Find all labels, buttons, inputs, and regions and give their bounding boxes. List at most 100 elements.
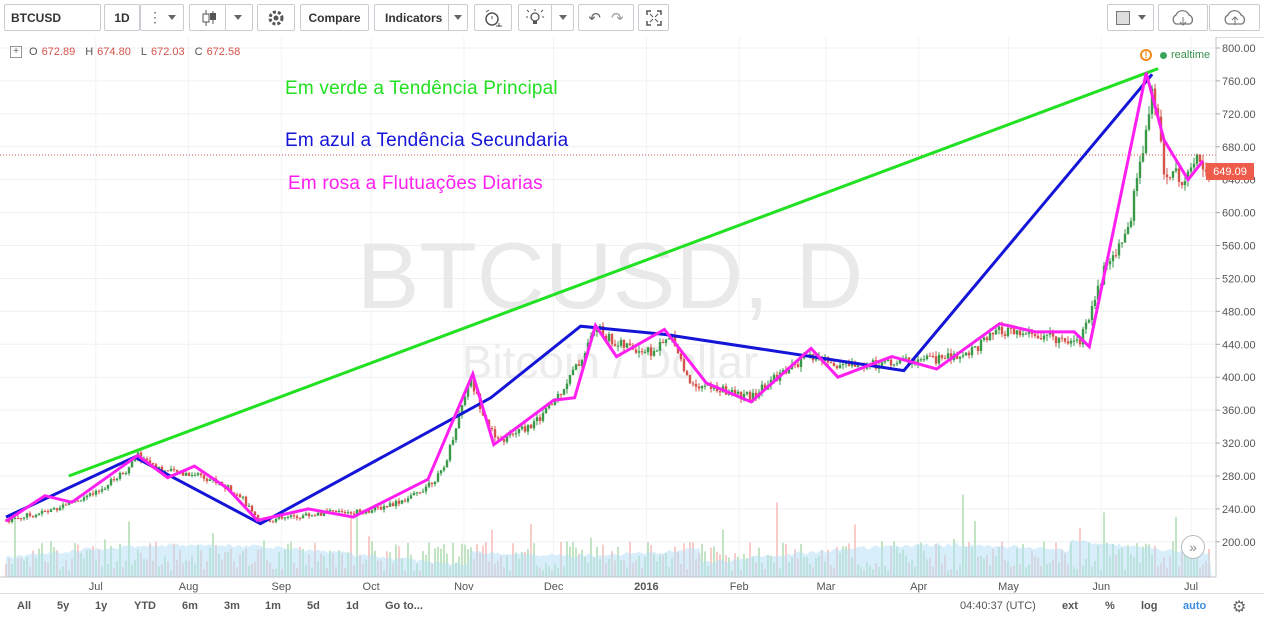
volume-average-area	[6, 539, 1212, 577]
candle-body	[514, 433, 518, 435]
candle-body	[355, 509, 359, 515]
compare-button[interactable]: Compare	[300, 4, 369, 31]
candle-body	[256, 515, 260, 520]
candle-body	[1048, 332, 1052, 335]
candle-body	[895, 363, 899, 365]
price-chart[interactable]: BTCUSD, D Bitcoin / Dollar 800.00 760.00 7…	[0, 37, 1264, 593]
price-axis[interactable]: 800.00760.00720.00680.00640.00600.00560.…	[1216, 43, 1256, 549]
candle-body	[517, 428, 521, 434]
auto-toggle[interactable]: auto	[1183, 600, 1207, 612]
top-toolbar: BTCUSD 1D ⋮ Compare Indicators ↶ ↷	[0, 0, 1264, 38]
candle-body	[1078, 339, 1082, 345]
interval-button[interactable]: 1D	[104, 4, 140, 31]
candle-body	[646, 347, 650, 353]
candle-body	[127, 467, 131, 474]
candle-body	[1081, 329, 1085, 345]
range-1d[interactable]: 1d	[346, 600, 359, 612]
candle-body	[526, 424, 530, 432]
gear-icon	[268, 10, 284, 25]
candle-body	[838, 365, 842, 369]
interval-dropdown[interactable]: ⋮	[140, 4, 184, 31]
load-chart-button[interactable]	[1158, 4, 1208, 31]
price-tick-label: 480.00	[1222, 306, 1256, 318]
percent-toggle[interactable]: %	[1105, 600, 1115, 612]
warning-icon[interactable]: !	[1140, 49, 1152, 61]
log-toggle[interactable]: log	[1141, 600, 1158, 612]
chart-style-button[interactable]	[189, 4, 253, 31]
candle-body	[1009, 327, 1013, 329]
open-label: O	[29, 46, 38, 58]
collapse-plus-icon[interactable]: +	[10, 46, 22, 58]
candle-body	[997, 326, 1001, 330]
time-tick-label: Jun	[1092, 581, 1110, 593]
candle-body	[157, 466, 161, 469]
candle-body	[949, 353, 953, 360]
redo-icon[interactable]: ↷	[611, 9, 624, 27]
ext-toggle[interactable]: ext	[1062, 600, 1078, 612]
candle-body	[1066, 341, 1070, 344]
candle-body	[319, 512, 323, 516]
volume-bar	[452, 542, 454, 577]
candle-body	[664, 339, 668, 344]
candle-body	[340, 510, 344, 512]
range-5y[interactable]: 5y	[57, 600, 70, 612]
gear-icon[interactable]: ⚙	[1232, 599, 1247, 616]
candle-body	[1042, 335, 1046, 340]
layout-button[interactable]	[1107, 4, 1154, 31]
alert-button[interactable]	[474, 4, 512, 31]
candle-body	[454, 428, 458, 440]
scroll-to-realtime-button[interactable]: »	[1181, 535, 1205, 559]
candle-body	[79, 500, 83, 502]
time-tick-label: Apr	[910, 581, 927, 593]
chevron-down-icon	[454, 15, 462, 20]
candle-body	[430, 482, 434, 485]
time-tick-label: Nov	[454, 581, 474, 593]
range-5d[interactable]: 5d	[307, 600, 320, 612]
candle-body	[613, 344, 617, 346]
candle-body	[1135, 177, 1139, 191]
fullscreen-button[interactable]	[638, 4, 669, 31]
candle-body	[439, 470, 443, 474]
candle-body	[376, 506, 380, 508]
candle-body	[919, 359, 923, 361]
volume-bar	[1175, 516, 1177, 577]
volume-bar	[962, 494, 964, 577]
candle-body	[637, 351, 641, 353]
time-display[interactable]: 04:40:37 (UTC)	[960, 600, 1036, 612]
range-1y[interactable]: 1y	[95, 600, 108, 612]
candle-body	[745, 392, 749, 394]
symbol-input[interactable]: BTCUSD	[4, 4, 101, 31]
candle-body	[145, 458, 149, 461]
ohlc-legend: + O 672.89 H 674.80 L 672.03 C 672.58	[10, 46, 246, 58]
cloud-upload-icon	[1224, 9, 1245, 25]
candle-body	[502, 439, 506, 442]
save-chart-button[interactable]	[1209, 4, 1260, 31]
range-all[interactable]: All	[17, 600, 32, 612]
candle-body	[109, 479, 113, 486]
time-tick-label: Jul	[1184, 581, 1198, 593]
range-1m[interactable]: 1m	[265, 600, 281, 612]
candle-body	[1171, 171, 1175, 178]
price-tick-label: 280.00	[1222, 471, 1256, 483]
candle-body	[247, 505, 251, 507]
settings-button[interactable]	[257, 4, 295, 31]
status-dot-icon	[1160, 51, 1167, 59]
range-6m[interactable]: 6m	[182, 600, 198, 612]
undo-icon[interactable]: ↶	[588, 9, 601, 27]
high-label: H	[85, 46, 94, 58]
candle-body	[61, 504, 65, 508]
range-ytd[interactable]: YTD	[134, 600, 156, 612]
range-3m[interactable]: 3m	[224, 600, 240, 612]
candle-body	[295, 516, 299, 518]
candle-body	[643, 352, 647, 354]
candle-body	[622, 340, 626, 348]
candle-body	[409, 495, 413, 499]
goto-button[interactable]: Go to...	[385, 600, 423, 612]
candle-body	[958, 356, 962, 359]
time-axis[interactable]: Jul Aug Sep Oct Nov Dec 2016 Feb Mar Apr May Jun Jul	[89, 581, 1198, 593]
candle-body	[532, 421, 536, 429]
candle-body	[283, 517, 287, 519]
candle-body	[985, 337, 989, 341]
indicators-button[interactable]: Indicators	[374, 4, 468, 31]
ideas-button[interactable]	[518, 4, 574, 31]
